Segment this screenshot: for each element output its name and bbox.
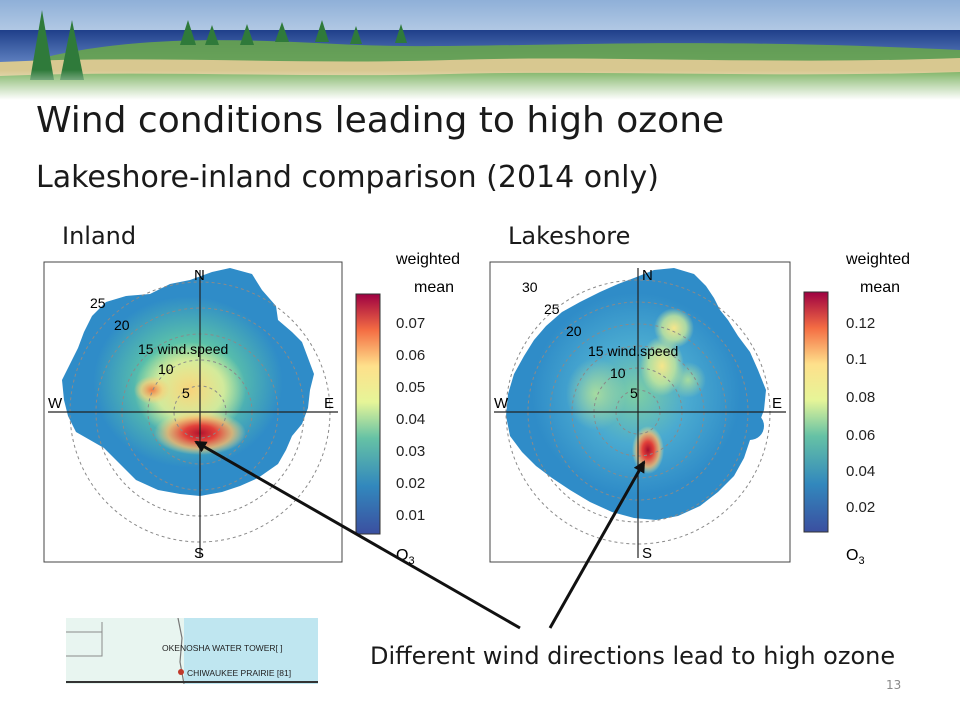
site-marker-icon bbox=[178, 669, 184, 675]
legend-tick: 0.07 bbox=[396, 315, 425, 332]
ring-label: 25 bbox=[544, 301, 560, 317]
legend-tick: 0.04 bbox=[846, 463, 875, 480]
legend-tick: 0.06 bbox=[846, 427, 875, 444]
ring-label: 10 bbox=[610, 365, 626, 381]
ring-label: 20 bbox=[566, 323, 582, 339]
ring-label: 30 bbox=[522, 279, 538, 295]
ring-label: 5 bbox=[182, 385, 190, 401]
legend-unit: O3 bbox=[396, 547, 415, 567]
ring-label: 25 bbox=[90, 295, 106, 311]
compass-east: E bbox=[324, 395, 334, 412]
legend-tick: 0.08 bbox=[846, 389, 875, 406]
legend-title-line2: mean bbox=[860, 279, 900, 296]
polar-plot-lakeshore: N E S W 5 10 15 wind.speed 20 25 30 weig… bbox=[489, 251, 910, 567]
legend-tick: 0.05 bbox=[396, 379, 425, 396]
slide-title: Wind conditions leading to high ozone bbox=[36, 100, 725, 141]
compass-west: W bbox=[48, 395, 63, 412]
inset-label-kenosha: OKENOSHA WATER TOWER[ ] bbox=[162, 643, 283, 653]
ring-label: 15 wind.speed bbox=[588, 343, 678, 359]
compass-east: E bbox=[772, 395, 782, 412]
legend-unit: O3 bbox=[846, 547, 865, 567]
legend-tick: 0.06 bbox=[396, 347, 425, 364]
ring-label: 20 bbox=[114, 317, 130, 333]
inset-label-chiwaukee: CHIWAUKEE PRAIRIE [81] bbox=[187, 668, 291, 678]
hotspot-lakeshore bbox=[632, 426, 664, 474]
compass-west: W bbox=[494, 395, 509, 412]
legend-title-line1: weighted bbox=[395, 251, 460, 268]
legend-title-line2: mean bbox=[414, 279, 454, 296]
compass-north: N bbox=[194, 267, 205, 284]
inset-location-map: OKENOSHA WATER TOWER[ ] CHIWAUKEE PRAIRI… bbox=[66, 618, 318, 684]
legend-tick: 0.02 bbox=[846, 499, 875, 516]
slide-subtitle: Lakeshore-inland comparison (2014 only) bbox=[36, 160, 659, 195]
legend-colorbar bbox=[803, 291, 829, 533]
legend-tick: 0.01 bbox=[396, 507, 425, 524]
ring-label: 15 wind.speed bbox=[138, 341, 228, 357]
panel-label-inland: Inland bbox=[62, 222, 137, 250]
polar-plot-inland: N E S W 5 10 15 wind.speed 20 25 weighte… bbox=[43, 251, 460, 567]
legend-tick: 0.02 bbox=[396, 475, 425, 492]
legend-title-line1: weighted bbox=[845, 251, 910, 268]
compass-north: N bbox=[642, 267, 653, 284]
compass-south: S bbox=[194, 545, 204, 562]
legend-tick: 0.03 bbox=[396, 443, 425, 460]
compass-south: S bbox=[642, 545, 652, 562]
legend-tick: 0.04 bbox=[396, 411, 425, 428]
panel-label-lakeshore: Lakeshore bbox=[508, 222, 631, 250]
polar-surface-lakeshore bbox=[506, 268, 766, 520]
legend-tick: 0.1 bbox=[846, 351, 867, 368]
slide-caption: Different wind directions lead to high o… bbox=[370, 642, 896, 670]
legend-tick: 0.12 bbox=[846, 315, 875, 332]
ring-label: 5 bbox=[630, 385, 638, 401]
legend-colorbar bbox=[355, 293, 381, 535]
page-number: 13 bbox=[886, 678, 902, 692]
header-banner bbox=[0, 0, 960, 100]
ring-label: 10 bbox=[158, 361, 174, 377]
